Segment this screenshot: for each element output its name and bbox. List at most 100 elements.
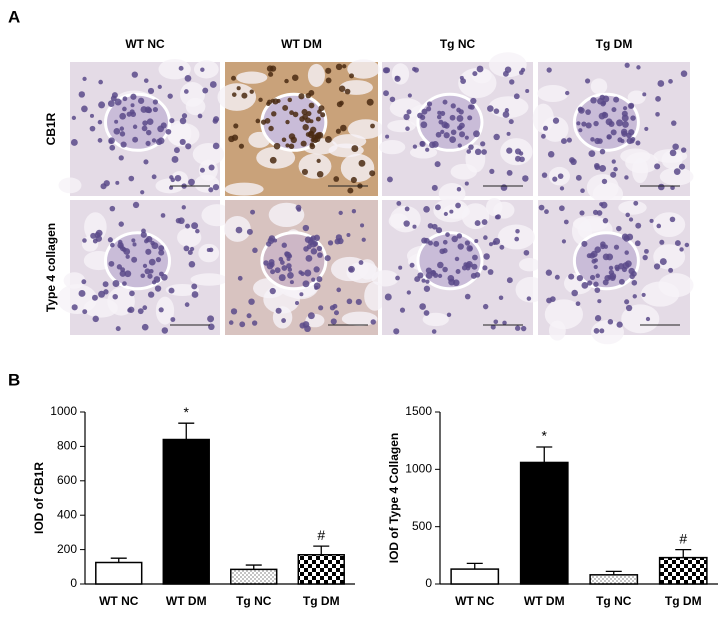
tubule [658, 273, 694, 298]
nucleus [594, 315, 602, 322]
tubule [387, 120, 416, 133]
y-tick-label: 500 [412, 519, 432, 533]
nucleus [208, 247, 214, 253]
nucleus [499, 244, 505, 250]
nucleus [399, 307, 406, 313]
nucleus [71, 115, 77, 121]
nucleus [122, 106, 127, 112]
bar [658, 556, 708, 585]
tubule [518, 258, 541, 272]
nucleus [308, 102, 315, 109]
nucleus [288, 133, 296, 140]
nucleus [670, 185, 675, 191]
nucleus [335, 63, 343, 71]
nucleus [287, 272, 294, 279]
nucleus [625, 260, 632, 268]
y-tick-label: 1500 [405, 404, 432, 418]
nucleus [89, 125, 96, 132]
nucleus [414, 276, 421, 283]
nucleus [358, 260, 364, 265]
nucleus [464, 181, 469, 186]
nucleus [425, 272, 433, 279]
nucleus [458, 109, 464, 115]
nucleus [487, 105, 494, 112]
nucleus [450, 103, 456, 109]
nucleus [456, 187, 462, 192]
nucleus [115, 326, 121, 332]
y-tick-label: 800 [57, 439, 77, 453]
nucleus [579, 210, 585, 216]
nucleus [412, 144, 418, 149]
nucleus [181, 113, 188, 119]
nucleus [631, 280, 638, 286]
micrograph [538, 200, 694, 345]
nucleus [630, 115, 636, 121]
nucleus [130, 93, 137, 100]
nucleus [281, 242, 287, 248]
nucleus [489, 168, 495, 174]
nucleus [450, 129, 457, 136]
nucleus [184, 302, 190, 307]
tubule [192, 143, 225, 166]
nucleus [464, 240, 471, 246]
nucleus [143, 78, 149, 83]
nucleus [628, 217, 634, 222]
nucleus [628, 129, 635, 136]
nucleus [296, 207, 302, 212]
tubule [347, 59, 380, 79]
nucleus [616, 225, 622, 232]
nucleus [108, 260, 115, 267]
tubule [155, 296, 175, 325]
nucleus [464, 135, 469, 140]
nucleus [605, 118, 613, 126]
nucleus [389, 96, 396, 103]
nucleus [148, 258, 156, 266]
nucleus [523, 249, 530, 256]
nucleus [310, 248, 318, 255]
nucleus [355, 298, 362, 306]
nucleus [351, 209, 357, 214]
nucleus [461, 265, 468, 271]
nucleus [263, 260, 269, 266]
nucleus [191, 222, 199, 230]
nucleus [268, 125, 274, 132]
nucleus [506, 169, 513, 176]
tubule [340, 153, 375, 183]
nucleus [258, 97, 263, 103]
tubule [307, 63, 325, 87]
nucleus [423, 310, 430, 316]
nucleus [455, 202, 461, 209]
nucleus [370, 319, 376, 325]
column-header: WT NC [125, 37, 165, 51]
nucleus [442, 266, 448, 273]
nucleus [130, 103, 135, 108]
nucleus [169, 117, 175, 124]
nucleus [209, 81, 217, 88]
nucleus [385, 134, 390, 139]
nucleus [474, 148, 482, 156]
nucleus [260, 119, 267, 125]
nucleus [520, 67, 526, 73]
nucleus [207, 315, 215, 323]
nucleus [431, 223, 438, 230]
nucleus [275, 307, 282, 314]
nucleus [360, 223, 365, 228]
nucleus [559, 186, 565, 191]
nucleus [299, 116, 305, 122]
nucleus [546, 67, 552, 73]
nucleus [599, 94, 606, 101]
nucleus [212, 142, 220, 150]
nucleus [336, 287, 342, 293]
nucleus [142, 120, 148, 126]
nucleus [597, 299, 602, 304]
nucleus [596, 210, 603, 216]
tubule [268, 202, 305, 228]
nucleus [506, 147, 513, 154]
nucleus [114, 98, 122, 106]
nucleus [152, 99, 158, 105]
nucleus [447, 274, 455, 282]
nucleus [137, 308, 144, 315]
nucleus [614, 264, 620, 270]
tubule [461, 203, 490, 230]
nucleus [482, 265, 488, 271]
